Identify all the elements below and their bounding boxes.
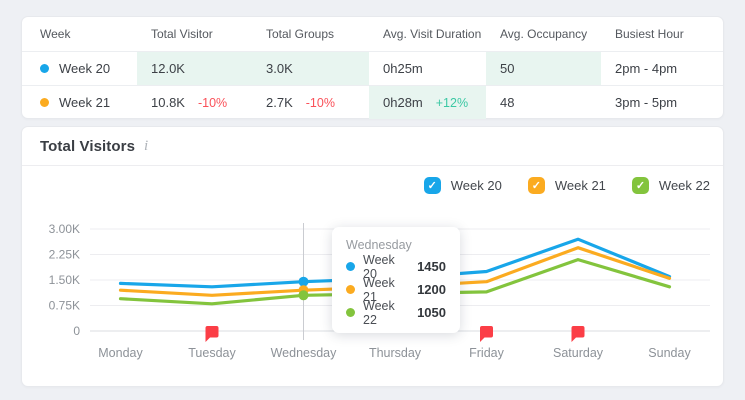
tooltip-series-value: 1050: [417, 305, 446, 320]
cell-value: 3pm - 5pm: [615, 95, 678, 110]
table-row-week-20[interactable]: Week 20 12.0K 3.0K 0h25m 50 2pm - 4pm: [22, 51, 723, 85]
legend-checkbox-week-20[interactable]: ✓: [423, 177, 441, 194]
tooltip-series-label: Week 21: [363, 275, 395, 304]
cell-avg-visit-duration: 0h28m +12%: [369, 86, 486, 119]
cell-busiest-hour: 2pm - 4pm: [601, 52, 723, 85]
series-color-dot: [40, 64, 49, 73]
cell-value: 0h25m: [383, 61, 423, 76]
flag-marker-saturday[interactable]: [571, 326, 585, 342]
info-icon[interactable]: i: [144, 137, 149, 154]
cell-avg-occupancy: 50: [486, 52, 601, 85]
cell-total-visitor: 12.0K: [137, 52, 252, 85]
column-header-week: Week: [40, 27, 71, 41]
x-axis-label-monday: Monday: [98, 346, 143, 360]
flag-marker-tuesday[interactable]: [205, 326, 219, 342]
cell-value: 3.0K: [266, 61, 293, 76]
cell-total-groups: 2.7K -10%: [252, 86, 369, 119]
chart-card-header: Total Visitors i: [22, 127, 723, 166]
tooltip-series-value: 1200: [417, 282, 446, 297]
y-axis-tick-label: 0: [73, 324, 80, 338]
cell-value: 48: [500, 95, 515, 110]
chart-tooltip: Wednesday Week 20 1450 Week 21 1200 Week 22 1…: [332, 227, 460, 333]
week-cell: Week 21: [22, 86, 137, 119]
hover-dot-week-20[interactable]: [298, 276, 309, 287]
chart-legend: ✓ Week 20 ✓ Week 21 ✓ Week 22: [423, 177, 710, 194]
cell-busiest-hour: 3pm - 5pm: [601, 86, 723, 119]
series-color-dot: [40, 98, 49, 107]
cell-avg-occupancy: 48: [486, 86, 601, 119]
table-header-row: Week Total Visitor Total Groups Avg. Visit …: [22, 17, 723, 51]
legend-label: Week 20: [450, 178, 502, 193]
cell-value: 12.0K: [151, 61, 185, 76]
table-row-week-21[interactable]: Week 21 10.8K -10% 2.7K -10% 0h28m +12% 48 3pm -…: [22, 85, 723, 119]
legend-item-week-22[interactable]: ✓ Week 22: [631, 177, 710, 194]
cell-avg-visit-duration: 0h25m: [369, 52, 486, 85]
column-header-total-groups: Total Groups: [266, 27, 335, 41]
legend-item-week-21[interactable]: ✓ Week 21: [527, 177, 606, 194]
x-axis-label-thursday: Thursday: [369, 346, 422, 360]
tooltip-title: Wednesday: [346, 238, 412, 252]
hover-dot-week-22[interactable]: [298, 290, 309, 301]
tooltip-series-dot: [346, 262, 355, 271]
total-visitors-card: Total Visitors i ✓ Week 20 ✓ Week 21 ✓ Week 2…: [22, 127, 723, 386]
legend-checkbox-week-22[interactable]: ✓: [631, 177, 649, 194]
tooltip-series-dot: [346, 308, 355, 317]
flag-marker-friday[interactable]: [480, 326, 493, 342]
tooltip-series-label: Week 22: [363, 298, 395, 327]
y-axis-tick-label: 3.00K: [49, 222, 80, 236]
legend-label: Week 22: [658, 178, 710, 193]
cell-delta-down: -10%: [197, 95, 228, 110]
tooltip-rows: Week 20 1450 Week 21 1200 Week 22 1050: [346, 252, 446, 327]
x-axis-label-saturday: Saturday: [553, 346, 604, 360]
tooltip-series-label: Week 20: [363, 252, 395, 281]
cell-total-groups: 3.0K: [252, 52, 369, 85]
week-label: Week 21: [59, 95, 111, 110]
y-axis-tick-label: 2.25K: [49, 248, 80, 262]
legend-checkbox-week-21[interactable]: ✓: [527, 177, 545, 194]
cell-value: 2pm - 4pm: [615, 61, 678, 76]
cell-value: 10.8K: [151, 95, 185, 110]
legend-label: Week 21: [554, 178, 606, 193]
cell-value: 50: [500, 61, 515, 76]
column-header-avg-visit-duration: Avg. Visit Duration: [383, 27, 482, 41]
y-axis-tick-label: 0.75K: [49, 299, 80, 313]
week-cell: Week 20: [22, 52, 137, 85]
x-axis-label-friday: Friday: [469, 346, 504, 360]
cell-delta-up: +12%: [435, 95, 469, 110]
tooltip-row-week-20: Week 20 1450: [346, 252, 446, 281]
week-label: Week 20: [59, 61, 111, 76]
x-axis-label-sunday: Sunday: [648, 346, 691, 360]
tooltip-row-week-21: Week 21 1200: [346, 275, 446, 304]
cell-value: 2.7K: [266, 95, 293, 110]
column-header-total-visitor: Total Visitor: [151, 27, 213, 41]
legend-item-week-20[interactable]: ✓ Week 20: [423, 177, 502, 194]
tooltip-series-value: 1450: [417, 259, 446, 274]
cell-total-visitor: 10.8K -10%: [137, 86, 252, 119]
cell-delta-down: -10%: [305, 95, 335, 110]
tooltip-row-week-22: Week 22 1050: [346, 298, 446, 327]
column-header-busiest-hour: Busiest Hour: [615, 27, 684, 41]
x-axis-label-wednesday: Wednesday: [271, 346, 338, 360]
cell-value: 0h28m: [383, 95, 423, 110]
table-body: Week 20 12.0K 3.0K 0h25m 50 2pm - 4pm Week 21 1…: [22, 51, 723, 119]
summary-table-card: Week Total Visitor Total Groups Avg. Visit …: [22, 17, 723, 119]
chart-title: Total Visitors: [40, 137, 136, 155]
y-axis-tick-label: 1.50K: [49, 273, 80, 287]
tooltip-series-dot: [346, 285, 355, 294]
x-axis-label-tuesday: Tuesday: [188, 346, 236, 360]
column-header-avg-occupancy: Avg. Occupancy: [500, 27, 588, 41]
